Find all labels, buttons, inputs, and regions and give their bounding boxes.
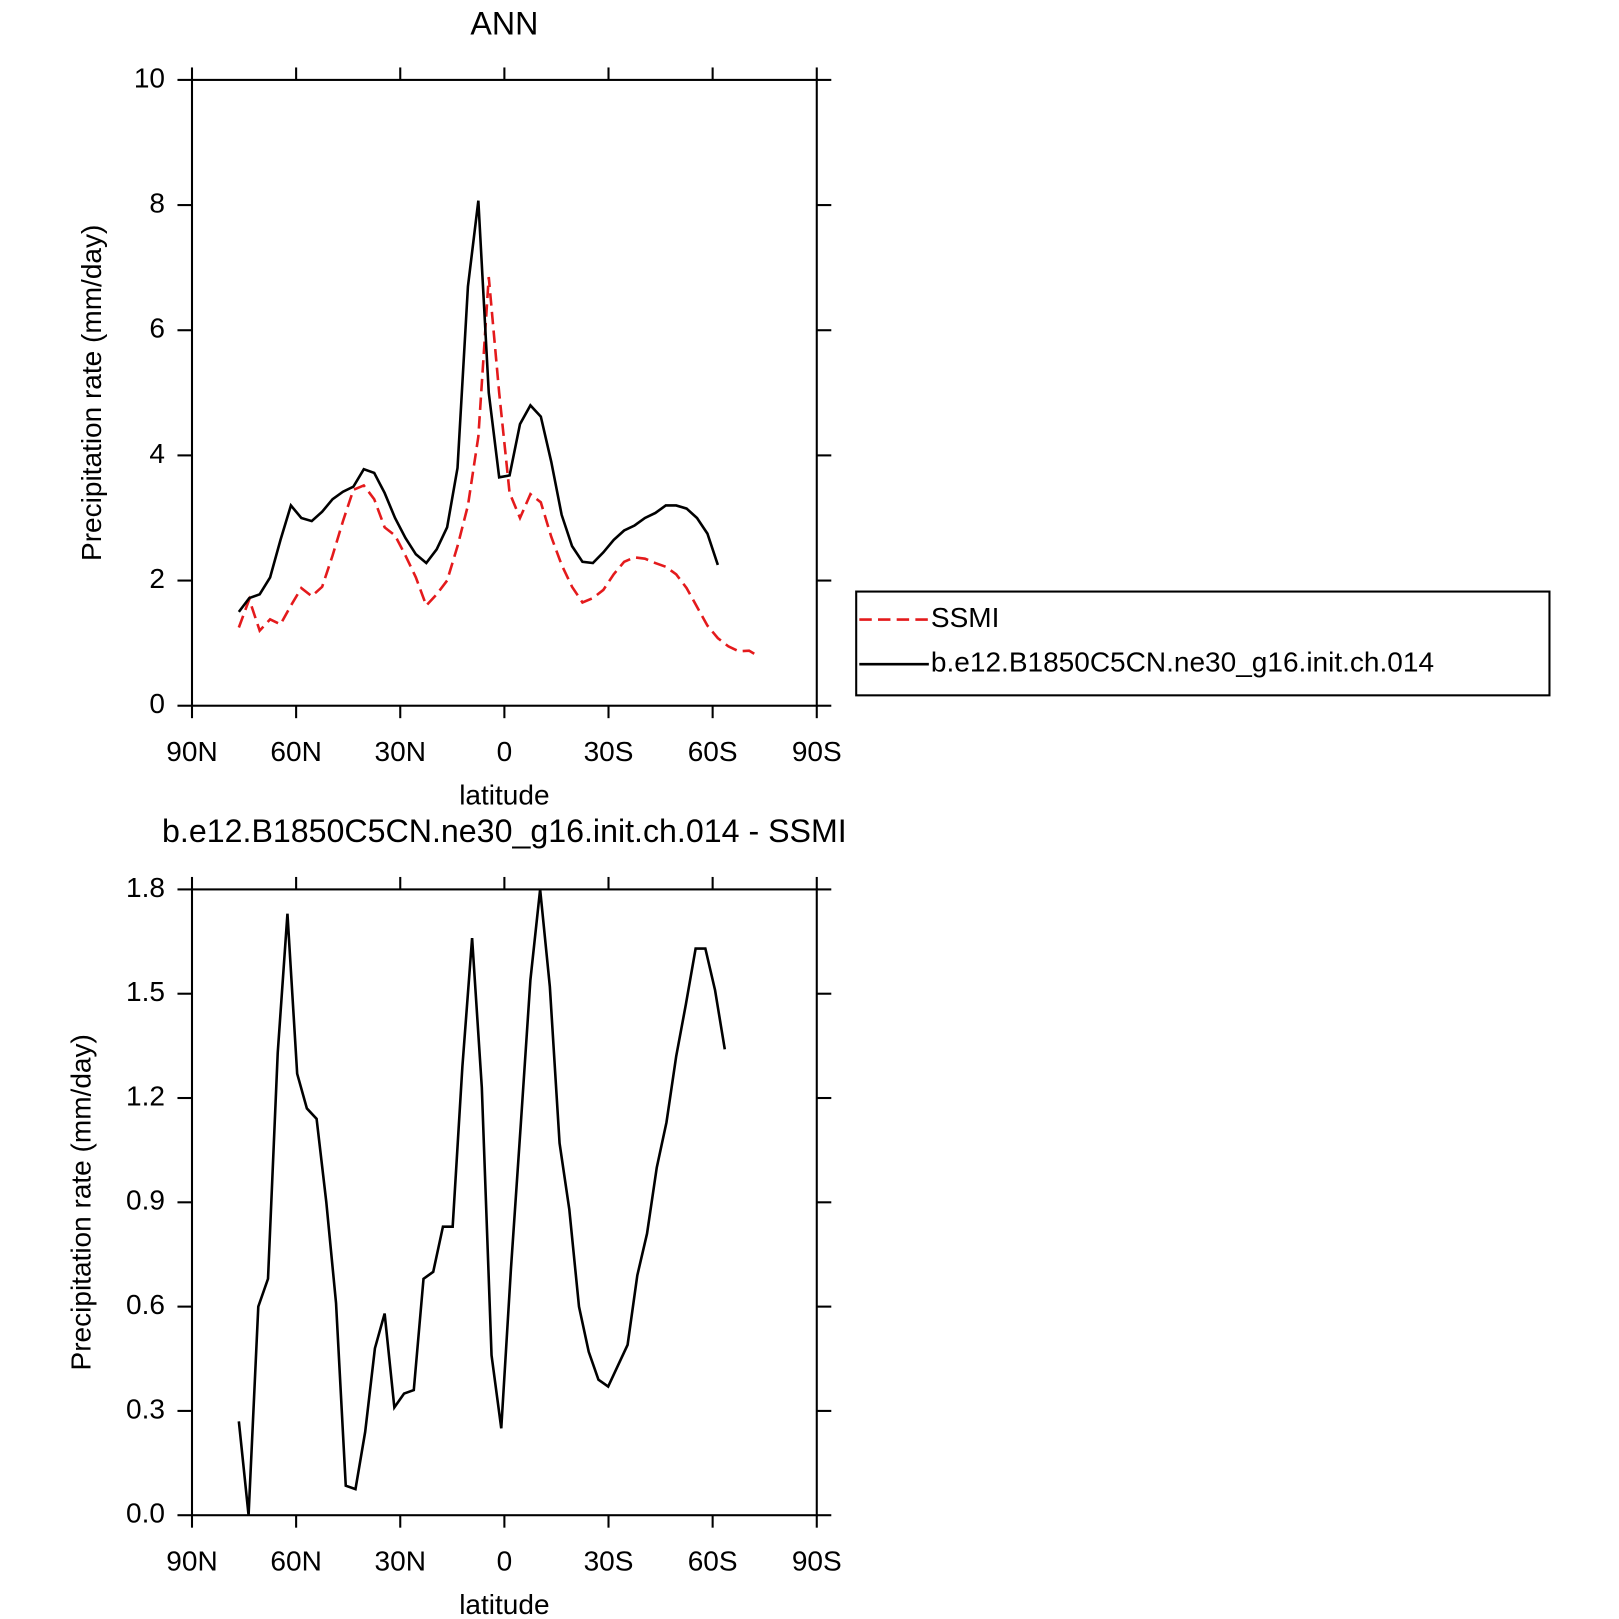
y-tick-label: 6 <box>149 313 165 344</box>
x-tick-label: 30S <box>584 1545 634 1576</box>
y-tick-label: 0.0 <box>126 1498 165 1529</box>
y-tick-label: 8 <box>149 187 165 218</box>
legend-box <box>855 590 1551 697</box>
y-axis-label: Precipitation rate (mm/day) <box>76 225 107 561</box>
y-tick-label: 0.3 <box>126 1393 165 1424</box>
x-tick-label: 30N <box>375 1545 426 1576</box>
x-tick-label: 0 <box>497 1545 513 1576</box>
y-tick-label: 2 <box>149 563 165 594</box>
data-line <box>237 276 761 659</box>
x-tick-label: 60S <box>688 736 738 767</box>
x-tick-label: 30S <box>584 736 634 767</box>
y-axis-label: Precipitation rate (mm/day) <box>65 1034 96 1370</box>
x-tick-label: 60N <box>270 736 321 767</box>
x-tick-label: 0 <box>497 736 513 767</box>
plot-frame <box>190 888 818 1517</box>
y-tick-label: 10 <box>134 62 165 93</box>
y-tick-label: 0.9 <box>126 1185 165 1216</box>
y-tick-label: 0 <box>149 688 165 719</box>
x-tick-label: 90N <box>166 1545 217 1576</box>
chart-title: b.e12.B1850C5CN.ne30_g16.init.ch.014 - S… <box>162 813 847 849</box>
data-line <box>237 889 727 1516</box>
x-axis-label: latitude <box>459 1589 549 1619</box>
y-tick-label: 0.6 <box>126 1289 165 1320</box>
legend-label: SSMI <box>931 602 1000 633</box>
y-tick-label: 4 <box>149 438 165 469</box>
data-line <box>237 200 720 613</box>
y-tick-label: 1.8 <box>126 872 165 903</box>
x-tick-label: 30N <box>375 736 426 767</box>
x-tick-label: 60N <box>270 1545 321 1576</box>
y-tick-label: 1.5 <box>126 976 165 1007</box>
x-tick-label: 90S <box>792 736 842 767</box>
x-axis-label: latitude <box>459 779 549 810</box>
plot-frame <box>190 78 818 707</box>
y-tick-label: 1.2 <box>126 1080 165 1111</box>
x-tick-label: 90S <box>792 1545 842 1576</box>
x-tick-label: 90N <box>166 736 217 767</box>
legend-label: b.e12.B1850C5CN.ne30_g16.init.ch.014 <box>931 647 1434 678</box>
chart-title: ANN <box>470 5 538 41</box>
x-tick-label: 60S <box>688 1545 738 1576</box>
